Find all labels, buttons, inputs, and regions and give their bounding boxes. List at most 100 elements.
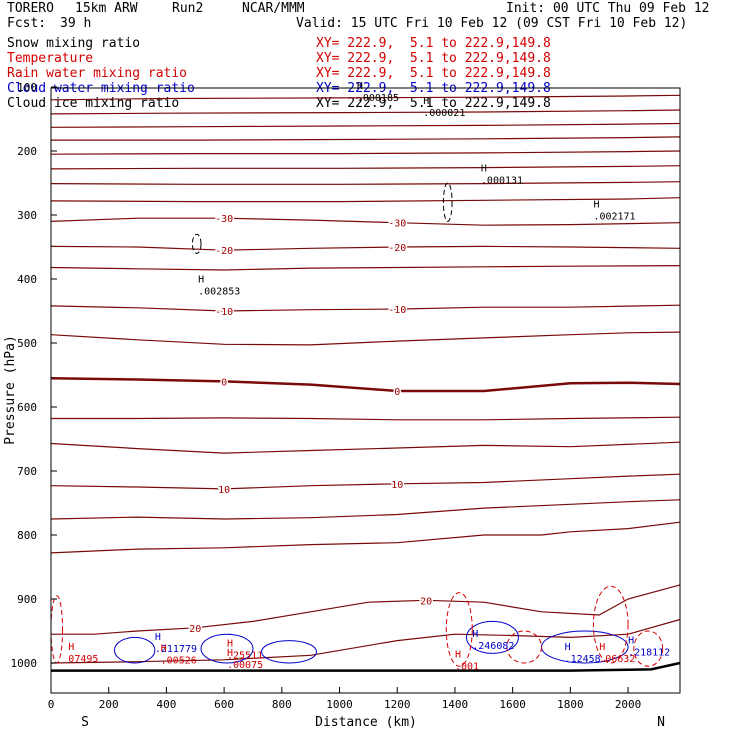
x-tick-label: 800	[272, 698, 292, 711]
contour-label: -10	[388, 305, 406, 316]
field-temp-xy: XY= 222.9, 5.1 to 222.9,149.8	[316, 51, 551, 66]
extremum-label: .12458	[565, 654, 601, 665]
extremum-label: .002853	[198, 286, 240, 297]
x-tick-label: 600	[214, 698, 234, 711]
extremum-label: .06632	[599, 654, 635, 665]
model-name: TORERO	[7, 1, 54, 16]
extremum-label: .246082	[472, 641, 514, 652]
y-tick-label: 300	[17, 209, 37, 222]
cloud-water-region	[261, 640, 317, 664]
init-time: Init: 00 UTC Thu 09 Feb 12	[506, 1, 710, 16]
field-cloudice-xy: XY= 222.9, 5.1 to 222.9,149.8	[316, 96, 551, 111]
temperature-contour	[50, 245, 681, 251]
x-tick-label: 1400	[442, 698, 469, 711]
south-label: S	[81, 715, 89, 730]
temperature-contour	[50, 197, 681, 203]
x-tick-label: 1600	[499, 698, 526, 711]
org-label: NCAR/MMM	[242, 1, 305, 16]
contour-label: -20	[215, 246, 233, 257]
fcst-value: 39 h	[60, 16, 92, 31]
extremum-h-marker: H	[423, 96, 429, 107]
y-tick-label: 900	[17, 593, 37, 606]
x-tick-label: 1800	[557, 698, 584, 711]
plot-frame	[50, 87, 681, 694]
contour-label: -20	[388, 243, 406, 254]
temperature-contour	[50, 94, 681, 101]
extremum-h-marker: H	[227, 639, 233, 650]
fcst-label: Fcst:	[7, 16, 47, 31]
axes: 0 200 400 600 800 1000 1200 1400 1600 1800 2000100…	[11, 81, 642, 711]
contour-label: -30	[388, 219, 406, 230]
rain-water-region	[445, 592, 473, 667]
y-tick-label: 400	[17, 273, 37, 286]
extremum-label: .000185	[357, 93, 399, 104]
temperature-contour	[50, 165, 681, 170]
temperature-contour	[50, 521, 681, 554]
x-axis-label: Distance (km)	[315, 715, 417, 730]
x-tick-label: 200	[99, 698, 119, 711]
contour-label: 0	[221, 377, 227, 388]
valid-time: Valid: 15 UTC Fri 10 Feb 12 (09 CST Fri …	[296, 16, 688, 31]
resolution-label: 15km ARW	[75, 1, 138, 16]
contour-label: 20	[189, 624, 201, 635]
field-snow-xy: XY= 222.9, 5.1 to 222.9,149.8	[316, 36, 551, 51]
temperature-contour	[50, 473, 681, 490]
extremum-h-marker: H	[565, 642, 571, 653]
temperature-contour	[51, 416, 681, 421]
field-snow-name: Snow mixing ratio	[7, 36, 141, 51]
y-tick-label: 500	[17, 337, 37, 350]
extremum-h-marker: H	[198, 274, 204, 285]
rain-water-region	[50, 595, 64, 664]
temperature-contour	[50, 181, 681, 185]
extremum-h-marker: H	[455, 649, 461, 660]
temperature-contour	[50, 499, 681, 520]
snow-region	[191, 233, 202, 254]
cloud-water-region	[465, 620, 519, 654]
snow-region	[442, 182, 453, 222]
y-tick-label: 100	[17, 81, 37, 94]
north-label: N	[657, 715, 665, 730]
contour-label: 0	[394, 387, 400, 398]
extremum-label: .000021	[423, 108, 465, 119]
extremum-h-marker: H	[628, 635, 634, 646]
y-tick-label: 200	[17, 145, 37, 158]
extremum-h-marker: H	[227, 648, 233, 659]
cloud-water-region	[200, 633, 254, 664]
field-temp-name: Temperature	[7, 51, 94, 66]
field-cloudice-name: Cloud ice mixing ratio	[7, 96, 180, 111]
temperature-contour	[50, 265, 681, 271]
extremum-h-marker: H	[599, 642, 605, 653]
temperature-contour	[50, 109, 681, 115]
temperature-contour	[50, 441, 681, 454]
moisture-contours	[50, 182, 681, 672]
temperature-contour	[50, 217, 681, 226]
x-tick-label: 400	[156, 698, 176, 711]
contour-label: 10	[218, 485, 230, 496]
extremum-h-marker: H	[155, 632, 161, 643]
extremum-label: .000131	[481, 176, 523, 187]
temperature-contour	[50, 618, 681, 664]
extremum-h-marker: H	[481, 164, 487, 175]
y-tick-label: 700	[17, 465, 37, 478]
contour-label: -30	[215, 214, 233, 225]
extremum-label: .00526	[161, 656, 197, 667]
y-axis-label: Pressure (hPa)	[3, 335, 18, 445]
temperature-contour	[50, 150, 681, 155]
field-rain-name: Rain water mixing ratio	[7, 66, 188, 81]
x-tick-label: 0	[48, 698, 55, 711]
extremum-h-marker: H	[472, 629, 478, 640]
run-label: Run2	[172, 1, 204, 16]
field-rain-xy: XY= 222.9, 5.1 to 222.9,149.8	[316, 66, 551, 81]
extremum-h-marker: H	[593, 200, 599, 211]
cloud-water-region	[113, 636, 156, 664]
temperature-contour	[51, 584, 681, 635]
terrain-line	[51, 661, 681, 672]
extremum-label: .00075	[227, 660, 263, 671]
extremum-h-marker: H	[161, 644, 167, 655]
temperature-contour	[51, 136, 681, 141]
y-tick-label: 800	[17, 529, 37, 542]
x-tick-label: 1000	[326, 698, 353, 711]
extremum-label: 07495	[68, 654, 98, 665]
rain-water-region	[633, 630, 664, 667]
